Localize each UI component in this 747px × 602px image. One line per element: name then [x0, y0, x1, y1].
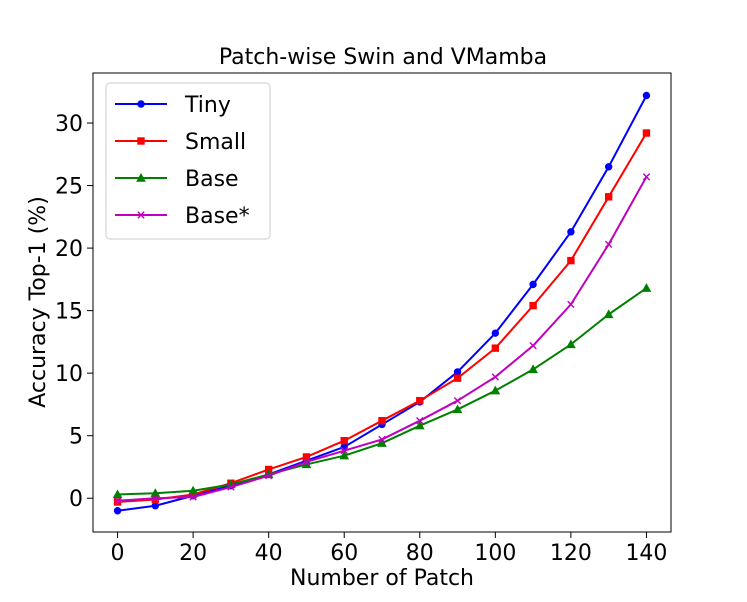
y-tick-label: 20: [55, 237, 83, 262]
y-tick-label: 10: [55, 362, 83, 387]
x-tick-label: 140: [625, 541, 667, 566]
data-point-base-star: [227, 483, 235, 491]
legend-label: Tiny: [184, 93, 231, 118]
data-point-base-star: [189, 493, 197, 501]
data-point-tiny: [113, 507, 122, 515]
legend-swatch-marker: [136, 172, 146, 182]
data-point-base-star: [302, 458, 311, 466]
data-point-base-star: [113, 497, 122, 505]
data-point-base-star: [378, 435, 386, 444]
data-point-base: [603, 309, 614, 319]
x-tick-label: 20: [179, 541, 207, 566]
data-point-tiny: [567, 228, 575, 236]
legend-entry-base-star: Base*: [115, 204, 250, 229]
y-tick-label: 0: [69, 487, 83, 512]
legend-swatch-marker: [137, 137, 145, 145]
data-point-base: [112, 489, 123, 499]
series-small: [113, 129, 651, 506]
data-point-base-star: [453, 396, 462, 405]
data-point-small: [113, 498, 122, 506]
plot-frame: [92, 72, 672, 533]
y-tick-label: 25: [55, 175, 83, 200]
y-axis-label: Accuracy Top-1 (%): [26, 196, 51, 408]
series-layer: [112, 91, 652, 515]
data-point-base: [566, 339, 576, 349]
legend-label: Base*: [185, 204, 250, 229]
data-point-small: [567, 256, 575, 265]
data-point-tiny: [453, 368, 462, 376]
y-tick-label: 15: [55, 300, 83, 325]
data-point-base-star: [491, 373, 500, 381]
data-point-base-star: [529, 341, 537, 350]
data-point-small: [453, 374, 462, 382]
data-point-base-star: [416, 416, 424, 425]
data-point-tiny: [491, 329, 500, 337]
legend-entry-tiny: Tiny: [115, 93, 231, 118]
x-tick-label: 120: [550, 541, 592, 566]
data-point-tiny: [529, 280, 537, 289]
x-tick-label: 80: [406, 541, 434, 566]
data-point-small: [642, 129, 651, 137]
data-point-base: [490, 385, 501, 395]
legend-entry-small: Small: [115, 130, 246, 155]
data-point-base: [150, 488, 161, 497]
legend: Tiny Small Base Base*: [105, 82, 271, 240]
data-point-base: [377, 438, 387, 447]
data-point-base: [452, 404, 463, 414]
data-point-base-star: [604, 240, 613, 249]
data-point-base-star: [642, 173, 651, 181]
x-tick-label: 0: [111, 541, 125, 566]
data-point-base: [188, 485, 198, 495]
data-point-tiny: [604, 163, 613, 171]
data-point-small: [491, 344, 500, 352]
data-point-base-star: [151, 494, 160, 502]
x-tick-label: 60: [330, 541, 358, 566]
legend-label: Base: [185, 167, 239, 192]
data-point-small: [340, 437, 348, 445]
data-point-base: [641, 283, 652, 292]
data-point-base: [414, 420, 425, 430]
legend-swatch-marker: [137, 211, 145, 219]
data-point-small: [416, 396, 424, 405]
x-tick-label: 100: [474, 541, 516, 566]
chart-title: Patch-wise Swin and VMamba: [219, 45, 547, 70]
legend-label: Small: [185, 130, 246, 155]
data-point-base-star: [567, 300, 575, 309]
data-point-small: [529, 301, 537, 310]
legend-entry-base: Base: [115, 167, 239, 192]
data-point-small: [604, 193, 613, 201]
ticks-layer: 0 20 40 60 80 100 120 140 0 5 10 15 20 25 30: [55, 112, 667, 566]
legend-box: [105, 82, 271, 240]
data-point-base-star: [264, 472, 273, 480]
series-base-star: [113, 173, 651, 505]
data-point-small: [378, 416, 386, 425]
x-axis-label: Number of Patch: [290, 566, 474, 591]
data-point-tiny: [151, 502, 160, 510]
y-tick-label: 30: [55, 112, 83, 137]
data-point-base: [339, 450, 350, 460]
data-point-tiny: [642, 91, 651, 100]
y-tick-label: 5: [69, 425, 83, 450]
data-point-base-star: [340, 447, 348, 455]
x-tick-label: 40: [255, 541, 283, 566]
data-point-base: [528, 364, 538, 374]
legend-swatch-marker: [137, 100, 145, 108]
